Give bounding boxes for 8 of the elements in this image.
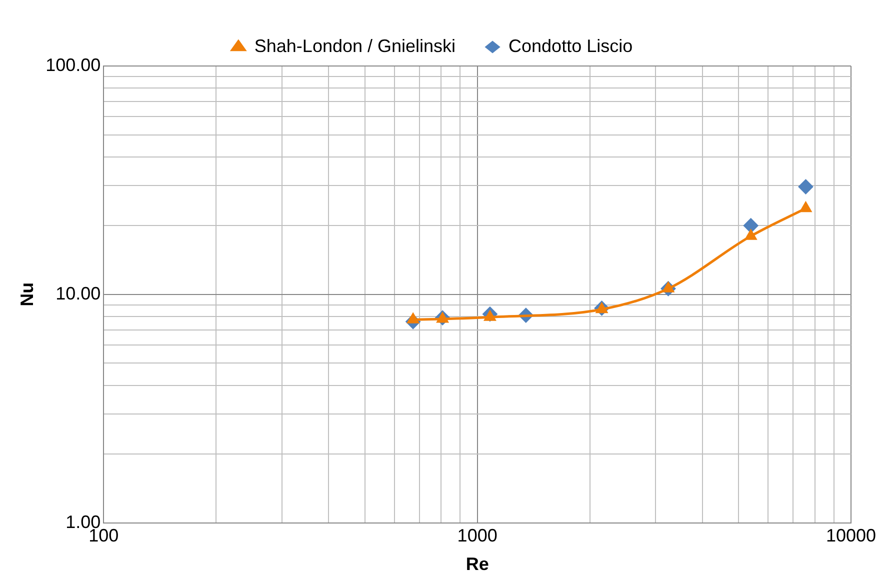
x-tick-label: 10000	[826, 526, 876, 546]
x-axis-title: Re	[466, 554, 489, 574]
y-tick-label: 10.00	[56, 283, 101, 304]
y-axis-title: Nu	[16, 282, 37, 306]
legend-label: Shah-London / Gnielinski	[254, 36, 456, 56]
x-tick-label: 1000	[457, 526, 498, 546]
y-tick-label: 100.00	[46, 54, 101, 75]
legend-label: Condotto Liscio	[508, 36, 633, 56]
